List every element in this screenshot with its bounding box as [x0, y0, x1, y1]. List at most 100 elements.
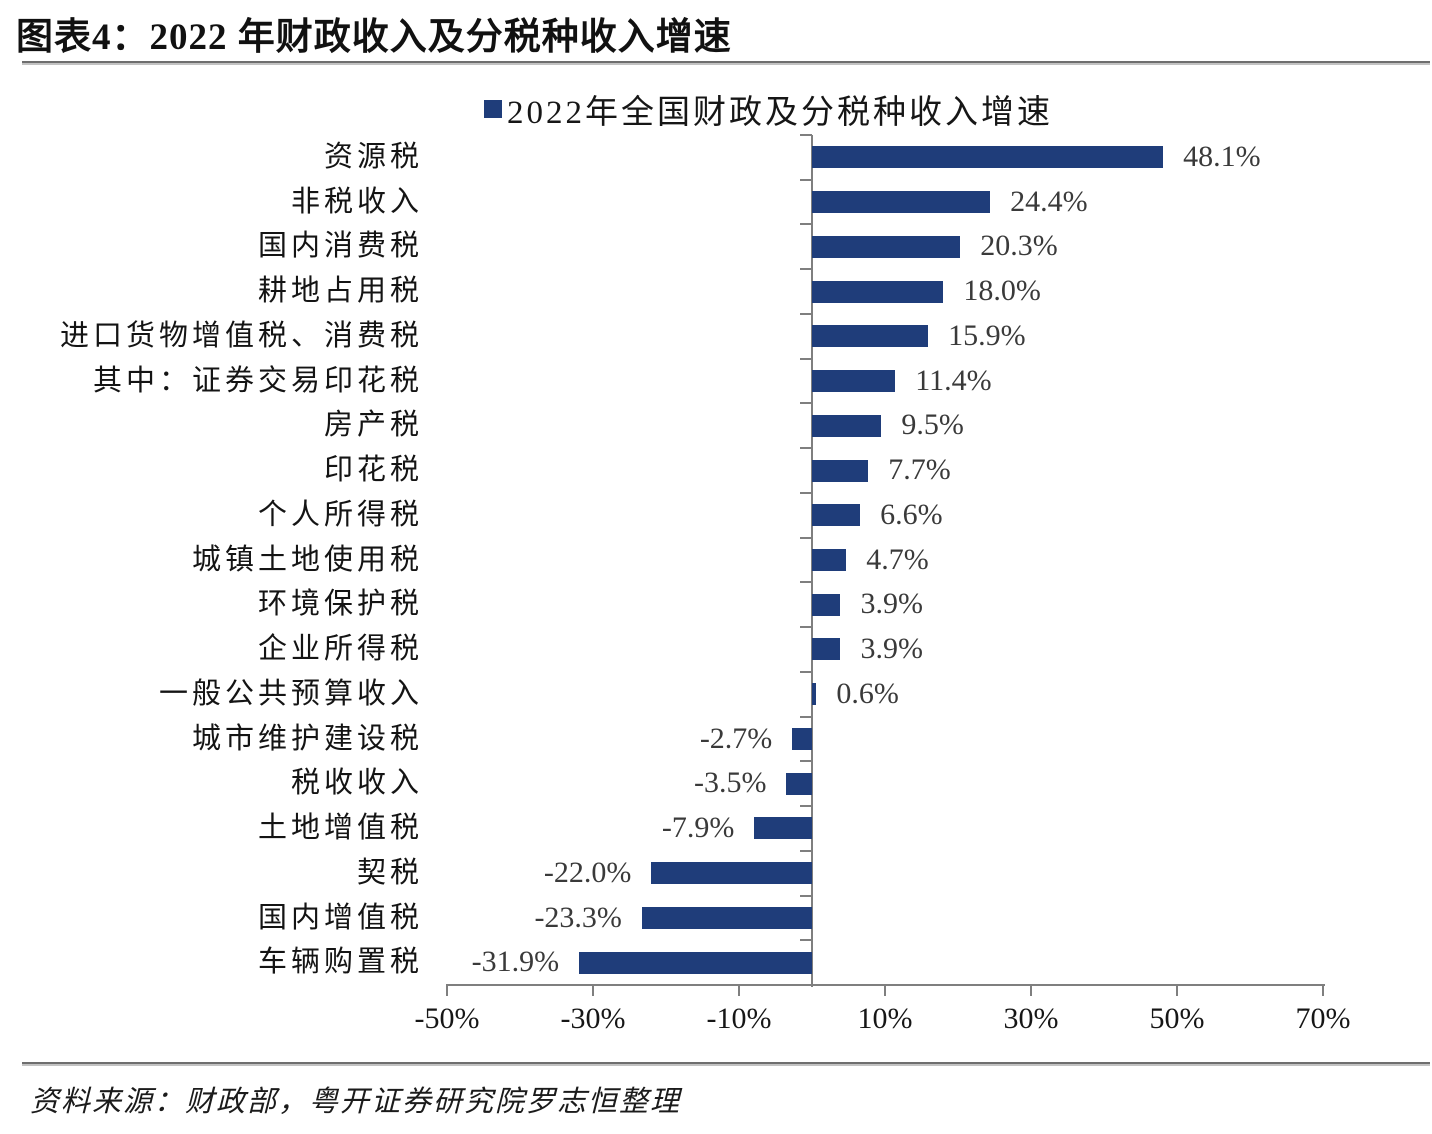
y-axis-tick	[800, 939, 812, 942]
y-axis-tick	[800, 626, 812, 629]
value-label: 48.1%	[1183, 140, 1261, 173]
y-axis-tick	[800, 491, 812, 494]
bar	[812, 191, 991, 214]
x-axis-tick	[1322, 984, 1324, 996]
legend-label: 2022年全国财政及分税种收入增速	[507, 95, 1053, 131]
bar	[812, 459, 869, 482]
category-label: 契税	[356, 856, 423, 889]
value-label: -22.0%	[543, 855, 632, 889]
value-label: 20.3%	[980, 229, 1058, 263]
bar	[812, 370, 896, 393]
category-label: 资源税	[323, 141, 423, 173]
y-axis-tick	[800, 178, 812, 181]
value-label: -23.3%	[534, 900, 622, 934]
category-label: 城镇土地使用税	[191, 543, 423, 576]
legend-swatch-icon	[484, 100, 502, 118]
y-axis-tick	[800, 894, 812, 897]
y-axis-tick	[800, 134, 812, 136]
value-label: 9.5%	[901, 408, 964, 442]
bar	[792, 727, 812, 750]
category-label: 税收收入	[290, 767, 423, 800]
figure-title: 图表4：2022 年财政收入及分税种收入增速	[16, 17, 732, 58]
bar	[812, 683, 817, 706]
y-axis-tick	[800, 447, 812, 450]
x-axis-tick	[592, 984, 594, 996]
value-label: 11.4%	[915, 363, 992, 397]
bar	[579, 951, 812, 974]
value-label: 15.9%	[948, 318, 1026, 352]
y-axis-tick	[800, 402, 812, 405]
value-label: 3.9%	[860, 632, 923, 666]
category-label: 非税收入	[290, 185, 423, 218]
bar	[812, 593, 841, 616]
x-axis-tick-label: -50%	[414, 1002, 480, 1035]
category-label: 印花税	[323, 454, 423, 487]
footer-divider	[22, 1062, 1430, 1066]
y-axis-tick	[800, 268, 812, 271]
value-label: -31.9%	[471, 945, 560, 979]
bar	[812, 325, 929, 348]
y-axis-tick	[800, 805, 812, 808]
bar	[812, 549, 847, 571]
bar	[812, 280, 944, 303]
y-axis-tick	[800, 715, 812, 718]
category-label: 耕地占用税	[257, 275, 423, 308]
x-axis-tick-label: -30%	[560, 1002, 626, 1035]
bar	[754, 817, 812, 840]
bar	[812, 235, 961, 258]
category-label: 土地增值税	[257, 812, 423, 845]
bar	[812, 146, 1164, 169]
category-label: 进口货物增值税、消费税	[59, 319, 423, 352]
x-axis-tick	[738, 984, 740, 996]
y-axis-tick	[800, 670, 812, 673]
y-axis-tick	[800, 581, 812, 584]
y-axis-tick	[800, 312, 812, 315]
x-axis-tick	[1176, 984, 1178, 996]
x-axis-tick-label: -10%	[706, 1002, 772, 1035]
category-label: 环境保护税	[257, 588, 423, 621]
bar	[812, 638, 841, 661]
value-label: 7.7%	[888, 453, 951, 487]
y-axis-tick	[800, 849, 812, 852]
category-label: 国内增值税	[257, 901, 423, 934]
bar	[786, 772, 812, 795]
category-label: 企业所得税	[257, 633, 423, 666]
x-axis-tick	[446, 984, 448, 996]
x-axis-tick-label: 70%	[1295, 1002, 1351, 1035]
category-label: 其中：证券交易印花税	[92, 364, 423, 397]
value-label: -3.5%	[693, 766, 767, 800]
category-label: 车辆购置税	[257, 946, 423, 979]
value-label: 4.7%	[866, 542, 929, 576]
x-axis-tick-label: 30%	[1003, 1002, 1059, 1035]
category-label: 一般公共预算收入	[158, 677, 423, 710]
bar	[641, 906, 812, 929]
x-axis-tick	[884, 984, 886, 996]
chart-legend: 2022年全国财政及分税种收入增速	[484, 90, 1053, 131]
value-label: 18.0%	[963, 274, 1041, 308]
value-label: 24.4%	[1010, 184, 1088, 218]
x-axis-tick	[1030, 984, 1032, 996]
bar	[812, 504, 861, 527]
y-axis-tick	[800, 357, 812, 360]
value-label: 3.9%	[860, 587, 923, 621]
value-label: 6.6%	[880, 497, 943, 531]
value-label: -7.9%	[661, 811, 735, 845]
value-label: 0.6%	[836, 676, 899, 710]
category-label: 房产税	[323, 409, 423, 442]
value-label: -2.7%	[699, 721, 773, 755]
source-note: 资料来源：财政部，粤开证券研究院罗志恒整理	[30, 1086, 682, 1118]
x-axis	[447, 984, 1325, 986]
y-axis-tick	[800, 223, 812, 226]
y-axis-tick	[800, 536, 812, 539]
y-axis-tick	[800, 760, 812, 763]
bar	[651, 862, 812, 885]
category-label: 国内消费税	[257, 230, 423, 263]
x-axis-tick-label: 10%	[857, 1002, 913, 1035]
title-divider	[22, 61, 1430, 65]
category-label: 个人所得税	[257, 498, 423, 531]
x-axis-tick-label: 50%	[1149, 1002, 1205, 1035]
bar	[812, 414, 882, 437]
category-label: 城市维护建设税	[191, 722, 423, 755]
